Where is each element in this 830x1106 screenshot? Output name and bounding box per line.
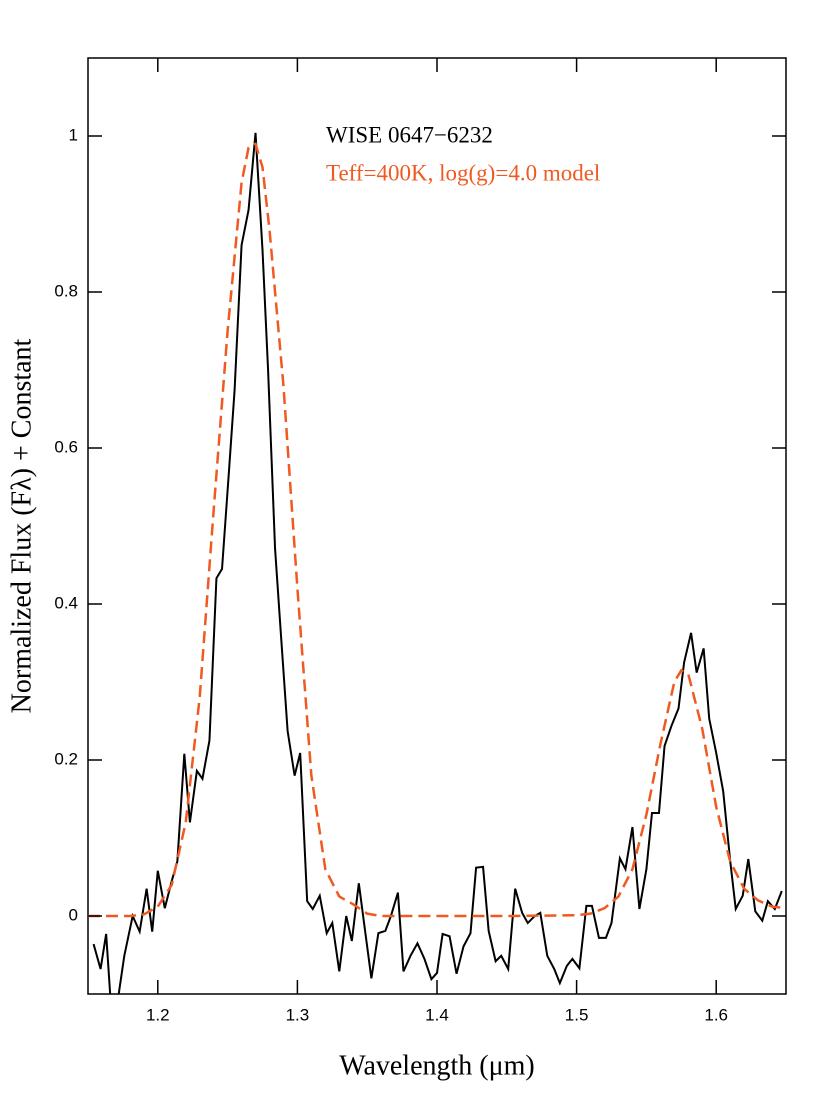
y-axis-label: Normalized Flux (Fλ) + Constant [6,338,37,713]
y-tick-label: 0.8 [54,281,78,300]
x-tick-label: 1.6 [704,1005,728,1024]
series-line [88,141,786,918]
plot-frame [87,57,787,995]
x-tick-label: 1.5 [565,1005,589,1024]
x-axis-label: Wavelength (μm) [339,1050,534,1081]
plot-lines [88,132,786,994]
y-tick-label: 0 [69,905,78,924]
y-tick-label: 1 [69,125,78,144]
y-tick-label: 0.6 [54,437,78,456]
legend-label: Teff=400K, log(g)=4.0 model [326,160,600,185]
series-line [92,132,783,994]
legend-label: WISE 0647−6232 [326,122,493,147]
y-tick-label: 0.4 [54,593,78,612]
x-tick-label: 1.3 [286,1005,310,1024]
y-tick-label: 0.2 [54,749,78,768]
x-tick-label: 1.2 [146,1005,170,1024]
x-tick-label: 1.4 [425,1005,449,1024]
